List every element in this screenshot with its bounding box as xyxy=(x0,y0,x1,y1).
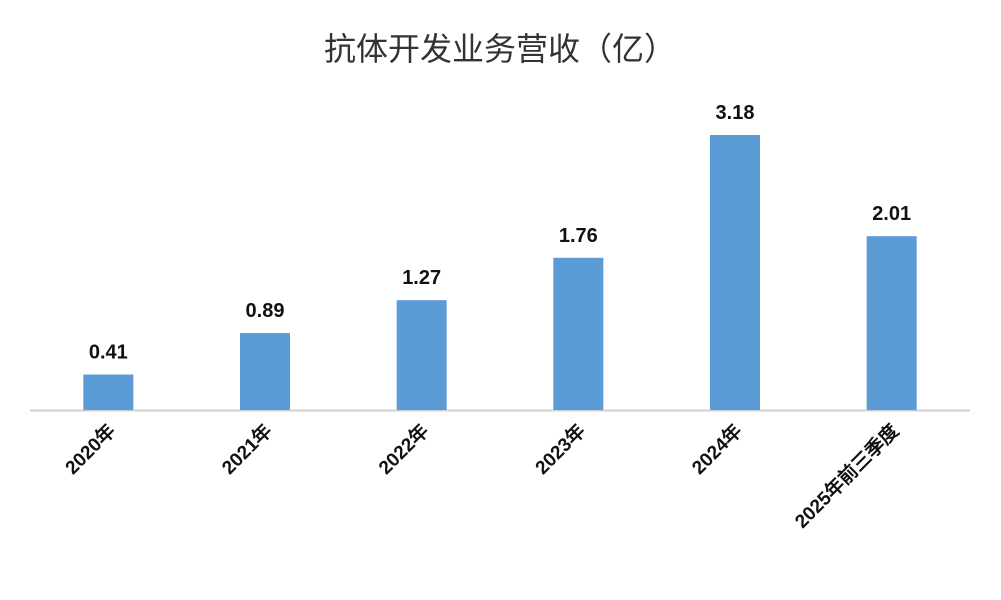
chart-title: 抗体开发业务营收（亿） xyxy=(324,31,676,67)
bar xyxy=(396,300,447,410)
bar xyxy=(710,135,760,410)
x-tick-label: 2023年 xyxy=(530,419,590,479)
x-tick-label: 2024年 xyxy=(687,419,747,479)
value-label: 1.27 xyxy=(402,267,441,289)
bar xyxy=(553,257,604,410)
value-label: 3.18 xyxy=(716,102,755,124)
bar xyxy=(240,333,290,410)
x-tick-label: 2025年前三季度 xyxy=(790,419,904,533)
x-tick-label: 2022年 xyxy=(374,419,434,479)
x-tick-label: 2021年 xyxy=(217,419,277,479)
bar xyxy=(83,374,134,410)
bar xyxy=(866,236,917,410)
value-label: 0.89 xyxy=(246,300,285,322)
value-label: 0.41 xyxy=(89,342,128,364)
x-tick-label: 2020年 xyxy=(60,419,120,479)
value-label: 2.01 xyxy=(872,203,911,225)
value-label: 1.76 xyxy=(559,225,598,247)
